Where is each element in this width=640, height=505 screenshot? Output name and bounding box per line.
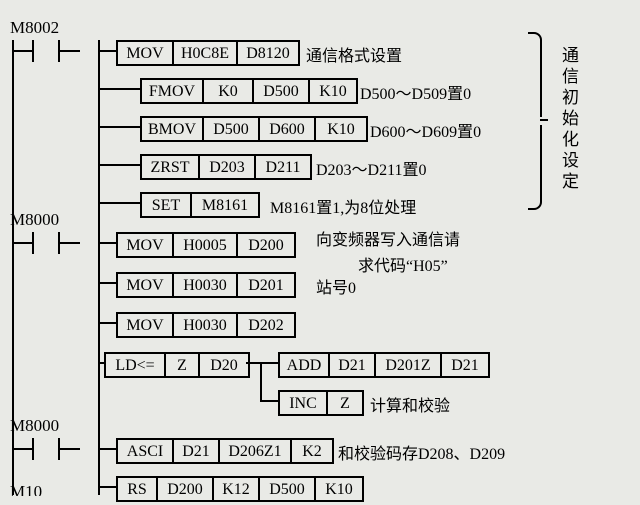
instr-cell: K10 [316, 478, 362, 500]
instr-cell: D20 [200, 354, 248, 376]
instr-cell: ZRST [142, 156, 200, 178]
wire [98, 50, 116, 52]
comment: 向变频器写入通信请 [316, 226, 460, 250]
contact-label: M8000 [10, 210, 59, 230]
comment: D600～D609置0 [370, 118, 481, 142]
instr-cell: D21 [174, 440, 220, 462]
instr-cell: INC [280, 392, 328, 414]
instr-cell: K10 [316, 118, 366, 140]
instr-mov: MOVH0005D200 [116, 232, 296, 258]
instr-cell: MOV [118, 314, 174, 336]
comment: D203～D211置0 [316, 156, 427, 180]
wire [98, 322, 116, 324]
instr-set: SETM8161 [140, 192, 260, 218]
instr-cell: D21 [330, 354, 376, 376]
instr-cell: ASCI [118, 440, 174, 462]
wire [98, 486, 116, 488]
contact-m8000 [12, 438, 78, 460]
instr-mov: MOVH0030D201 [116, 272, 296, 298]
wire [246, 362, 278, 364]
instr-cell: D8120 [238, 42, 298, 64]
wire [260, 362, 262, 402]
instr-cell: MOV [118, 274, 174, 296]
instr-cell: D500 [204, 118, 260, 140]
instr-cell: K2 [292, 440, 332, 462]
instr-cell: FMOV [142, 80, 204, 102]
instr-cell: H0030 [174, 274, 238, 296]
brace-icon [540, 119, 548, 121]
wire [98, 164, 140, 166]
wire [98, 448, 116, 450]
instr-cell: LD<= [106, 354, 166, 376]
brace-label: 通信初始化设定 [556, 46, 581, 193]
instr-cell: D500 [254, 80, 310, 102]
instr-cell: D201Z [376, 354, 442, 376]
comment: 通信格式设置 [306, 42, 402, 66]
wire [98, 242, 116, 244]
instr-rs: RSD200K12D500K10 [116, 476, 364, 502]
instr-cell: M8161 [192, 194, 258, 216]
instr-mov: MOVH0030D202 [116, 312, 296, 338]
contact-label: M8002 [10, 18, 59, 38]
contact-label: M8000 [10, 416, 59, 436]
instr-cell: H0030 [174, 314, 238, 336]
instr-mov: MOVH0C8ED8120 [116, 40, 300, 66]
instr-cell: H0C8E [174, 42, 238, 64]
wire [98, 126, 140, 128]
instr-cell: H0005 [174, 234, 238, 256]
brace-icon [528, 125, 542, 210]
instr-cell: D600 [260, 118, 316, 140]
instr-ld<=: LD<=ZD20 [104, 352, 250, 378]
wire [98, 88, 140, 90]
instr-cell: D203 [200, 156, 256, 178]
instr-cell: Z [166, 354, 200, 376]
comment: M8161置1,为8位处理 [270, 194, 416, 218]
instr-cell: SET [142, 194, 192, 216]
instr-cell: BMOV [142, 118, 204, 140]
instr-asci: ASCID21D206Z1K2 [116, 438, 334, 464]
comment: 求代码“H05” [358, 252, 448, 276]
instr-cell: K12 [214, 478, 260, 500]
instr-cell: K10 [310, 80, 356, 102]
instr-cell: D21 [442, 354, 488, 376]
comment: 和校验码存D208、D209 [338, 440, 505, 464]
contact-m8002 [12, 40, 78, 62]
brace-icon [528, 32, 542, 117]
instr-bmov: BMOVD500D600K10 [140, 116, 368, 142]
comment: D500～D509置0 [360, 80, 471, 104]
wire [260, 400, 278, 402]
instr-fmov: FMOVK0D500K10 [140, 78, 358, 104]
instr-cell: MOV [118, 42, 174, 64]
wire [98, 202, 140, 204]
instr-cell: D200 [238, 234, 294, 256]
instr-cell: D211 [256, 156, 310, 178]
instr-cell: D201 [238, 274, 294, 296]
instr-inc: INCZ [278, 390, 364, 416]
contact-label: M10 [10, 482, 42, 502]
ladder-rail-mid [98, 40, 100, 495]
comment: 计算和校验 [370, 392, 450, 416]
instr-cell: Z [328, 392, 362, 414]
instr-cell: D200 [158, 478, 214, 500]
instr-cell: MOV [118, 234, 174, 256]
instr-cell: K0 [204, 80, 254, 102]
instr-zrst: ZRSTD203D211 [140, 154, 312, 180]
wire [98, 282, 116, 284]
instr-cell: RS [118, 478, 158, 500]
instr-cell: D500 [260, 478, 316, 500]
instr-cell: D206Z1 [220, 440, 292, 462]
instr-add: ADDD21D201ZD21 [278, 352, 490, 378]
instr-cell: D202 [238, 314, 294, 336]
instr-cell: ADD [280, 354, 330, 376]
contact-m8000 [12, 232, 78, 254]
comment: 站号0 [316, 274, 356, 298]
